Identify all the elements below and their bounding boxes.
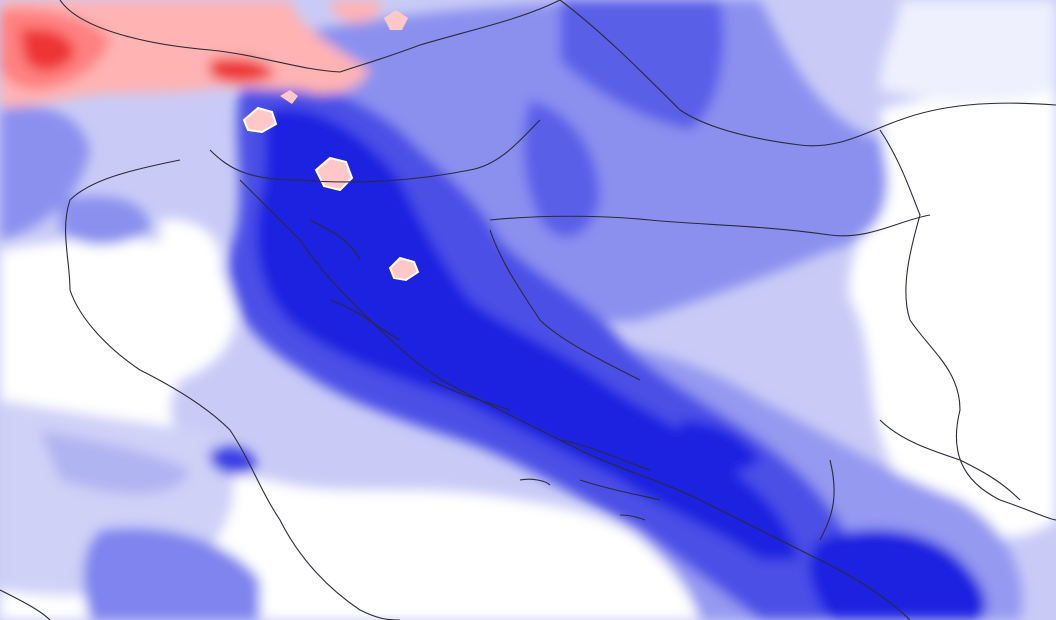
anomaly-field <box>0 0 1056 620</box>
page <box>0 0 1056 620</box>
borders <box>0 0 1056 620</box>
precipitation-anomaly-map <box>0 0 1056 620</box>
